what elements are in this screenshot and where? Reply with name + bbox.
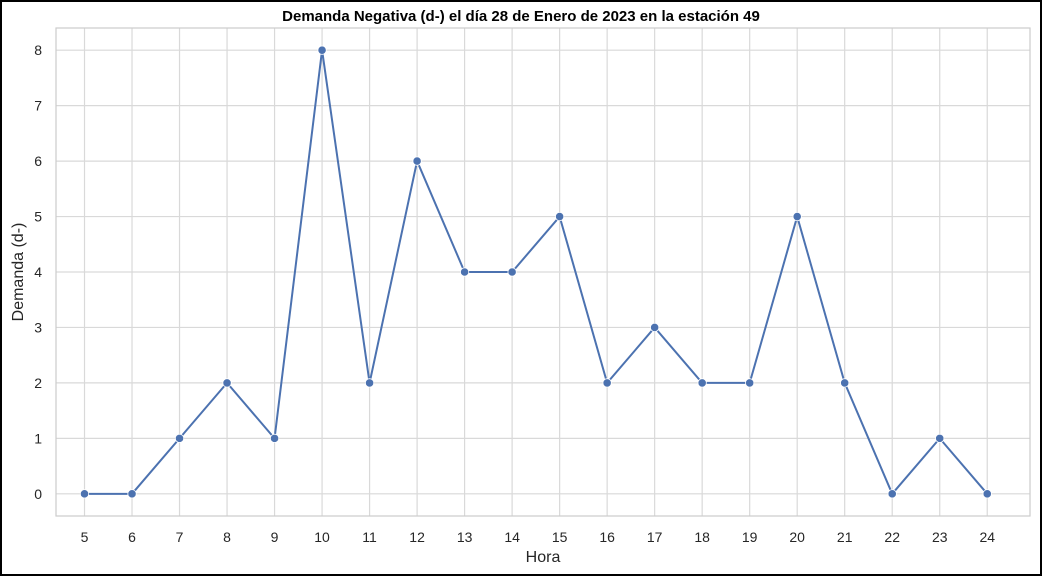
data-point [174, 433, 185, 443]
data-point [222, 378, 232, 388]
x-tick-label: 14 [504, 529, 520, 545]
x-tick-label: 6 [128, 529, 136, 545]
data-point [745, 378, 755, 388]
x-tick-label: 17 [647, 529, 663, 545]
x-tick-label: 24 [979, 529, 995, 545]
y-tick-label: 8 [34, 42, 42, 58]
y-tick-label: 3 [34, 319, 42, 335]
grid-lines [56, 28, 1030, 516]
x-tick-label: 15 [552, 529, 568, 545]
x-tick-label: 9 [271, 529, 279, 545]
x-tick-label: 16 [599, 529, 615, 545]
data-point [887, 489, 897, 499]
data-point [460, 267, 470, 277]
series-line [84, 50, 988, 496]
y-tick-label: 7 [34, 98, 42, 114]
y-tick-label: 1 [34, 430, 42, 446]
x-tick-label: 20 [789, 529, 805, 545]
data-point [982, 489, 992, 499]
x-tick-label: 19 [742, 529, 758, 545]
data-point [79, 489, 90, 499]
y-tick-label: 4 [34, 264, 42, 280]
data-point [935, 433, 945, 443]
data-point [412, 156, 422, 166]
x-tick-label: 10 [314, 529, 330, 545]
chart-title: Demanda Negativa (d-) el día 28 de Enero… [282, 8, 760, 25]
data-point [269, 433, 280, 443]
data-point [792, 211, 802, 222]
data-point [127, 489, 137, 499]
data-point [555, 211, 565, 222]
y-tick-label: 2 [34, 375, 42, 391]
x-tick-label: 13 [457, 529, 473, 545]
x-tick-label: 5 [81, 529, 89, 545]
x-tick-label: 7 [176, 529, 184, 545]
data-point [317, 45, 327, 55]
x-axis-label: Hora [526, 549, 561, 566]
y-tick-labels: 0 1 2 3 4 5 6 7 8 [34, 42, 42, 502]
x-tick-label: 8 [223, 529, 231, 545]
x-tick-label: 21 [837, 529, 853, 545]
x-tick-label: 23 [932, 529, 948, 545]
data-markers [79, 45, 992, 499]
data-point [602, 378, 612, 388]
y-tick-label: 0 [34, 486, 42, 502]
data-point [650, 322, 660, 333]
data-point [364, 378, 375, 388]
x-tick-label: 12 [409, 529, 425, 545]
x-tick-labels: 5 6 7 8 9 10 11 12 13 14 15 16 17 18 19 20 21 22 23 24 [81, 529, 996, 545]
x-tick-label: 11 [362, 529, 377, 545]
data-point [507, 267, 517, 277]
y-tick-label: 5 [34, 209, 42, 225]
x-tick-label: 18 [694, 529, 710, 545]
y-tick-label: 6 [34, 153, 42, 169]
data-point [840, 378, 850, 388]
y-axis-label: Demanda (d-) [10, 223, 27, 322]
x-tick-label: 22 [884, 529, 900, 545]
plot-area [55, 27, 1031, 517]
data-point [697, 378, 707, 388]
